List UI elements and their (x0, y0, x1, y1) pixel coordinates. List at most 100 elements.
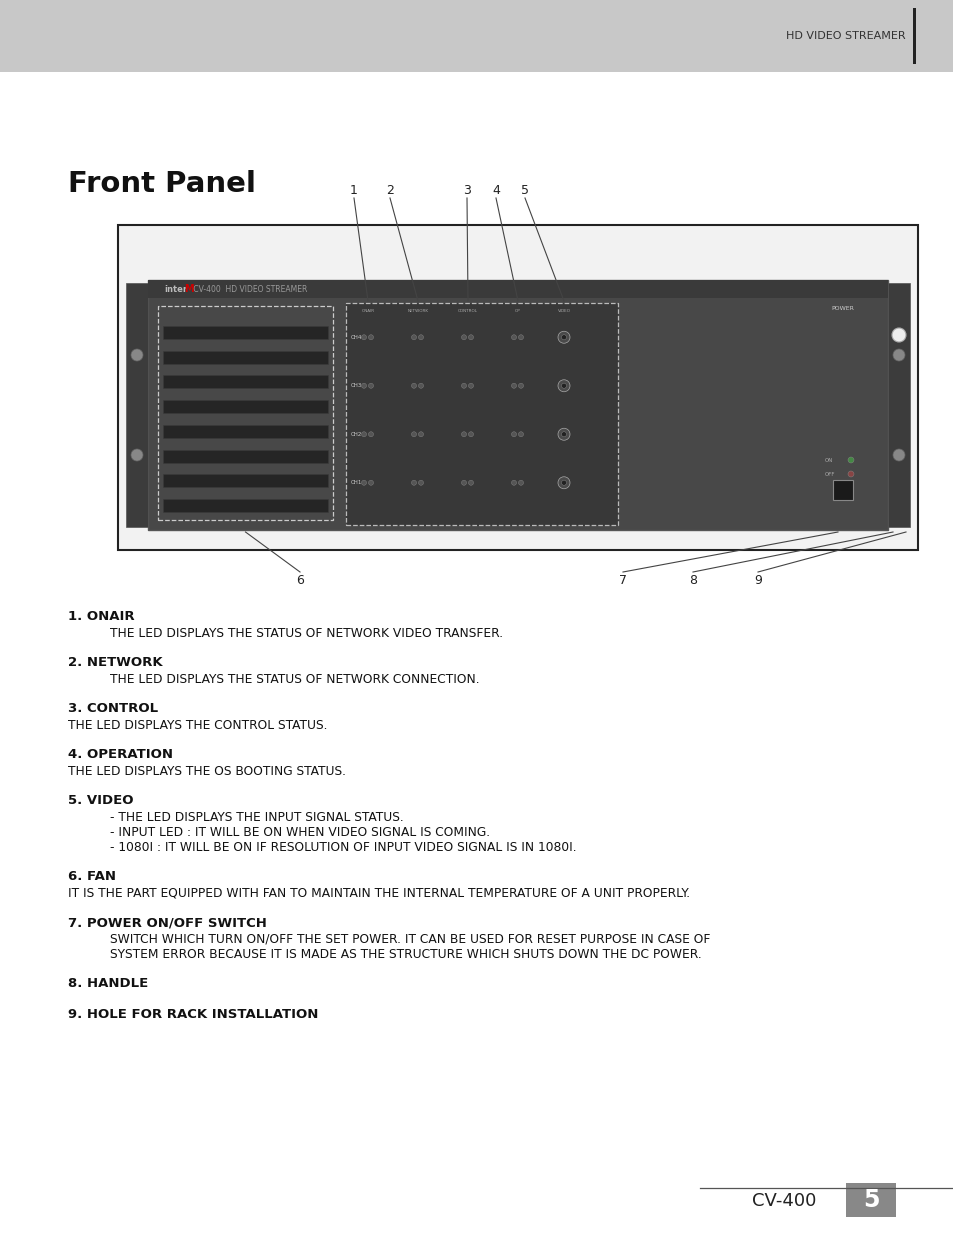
Bar (158, 306, 333, 520)
Text: THE LED DISPLAYS THE OS BOOTING STATUS.: THE LED DISPLAYS THE OS BOOTING STATUS. (68, 764, 346, 778)
Text: NETWORK: NETWORK (407, 309, 428, 312)
Text: Front Panel: Front Panel (68, 170, 255, 198)
Bar (163, 375, 328, 388)
Bar (887, 283, 909, 527)
Text: 6. FAN: 6. FAN (68, 869, 116, 883)
Text: CH1: CH1 (351, 480, 362, 485)
Circle shape (518, 383, 523, 388)
Circle shape (411, 432, 416, 437)
Circle shape (468, 480, 473, 485)
Bar (163, 474, 328, 488)
Circle shape (418, 480, 423, 485)
Bar (832, 480, 852, 500)
Bar (163, 450, 328, 462)
Circle shape (561, 432, 566, 437)
Text: 8: 8 (688, 573, 697, 587)
Text: 7: 7 (618, 573, 626, 587)
Text: 5: 5 (520, 184, 529, 196)
Circle shape (468, 432, 473, 437)
Circle shape (561, 383, 566, 388)
Text: 4. OPERATION: 4. OPERATION (68, 748, 172, 761)
Circle shape (411, 480, 416, 485)
Text: 1. ONAIR: 1. ONAIR (68, 610, 134, 622)
Text: 2. NETWORK: 2. NETWORK (68, 656, 162, 669)
Circle shape (411, 335, 416, 340)
Circle shape (847, 457, 853, 463)
Circle shape (468, 335, 473, 340)
Circle shape (461, 335, 466, 340)
Text: CH3: CH3 (351, 383, 362, 388)
Bar (126, 283, 148, 527)
Text: - INPUT LED : IT WILL BE ON WHEN VIDEO SIGNAL IS COMING.: - INPUT LED : IT WILL BE ON WHEN VIDEO S… (110, 826, 490, 839)
Text: - THE LED DISPLAYS THE INPUT SIGNAL STATUS.: - THE LED DISPLAYS THE INPUT SIGNAL STAT… (110, 811, 403, 824)
Circle shape (511, 335, 516, 340)
Circle shape (558, 379, 569, 391)
Circle shape (361, 432, 366, 437)
Text: ONAIR: ONAIR (361, 309, 375, 312)
Circle shape (131, 450, 143, 461)
Bar (163, 499, 328, 513)
Circle shape (368, 432, 374, 437)
Text: THE LED DISPLAYS THE STATUS OF NETWORK VIDEO TRANSFER.: THE LED DISPLAYS THE STATUS OF NETWORK V… (110, 627, 502, 640)
Circle shape (561, 335, 566, 340)
Text: CONTROL: CONTROL (457, 309, 477, 312)
Circle shape (511, 432, 516, 437)
Text: SYSTEM ERROR BECAUSE IT IS MADE AS THE STRUCTURE WHICH SHUTS DOWN THE DC POWER.: SYSTEM ERROR BECAUSE IT IS MADE AS THE S… (110, 948, 701, 961)
Circle shape (418, 335, 423, 340)
Bar (118, 225, 917, 550)
Text: - 1080I : IT WILL BE ON IF RESOLUTION OF INPUT VIDEO SIGNAL IS IN 1080I.: - 1080I : IT WILL BE ON IF RESOLUTION OF… (110, 841, 576, 853)
Circle shape (847, 471, 853, 477)
Circle shape (891, 329, 905, 342)
Circle shape (361, 480, 366, 485)
Bar (163, 400, 328, 412)
Bar (163, 351, 328, 363)
Circle shape (461, 432, 466, 437)
Circle shape (558, 477, 569, 489)
Bar (148, 280, 887, 530)
Text: 9: 9 (753, 573, 761, 587)
Circle shape (361, 383, 366, 388)
Text: THE LED DISPLAYS THE STATUS OF NETWORK CONNECTION.: THE LED DISPLAYS THE STATUS OF NETWORK C… (110, 673, 479, 685)
Text: CV-400  HD VIDEO STREAMER: CV-400 HD VIDEO STREAMER (191, 284, 307, 294)
Bar (0, 0, 953, 72)
Circle shape (461, 480, 466, 485)
Circle shape (418, 432, 423, 437)
Circle shape (411, 383, 416, 388)
Circle shape (361, 335, 366, 340)
Circle shape (368, 480, 374, 485)
Circle shape (511, 383, 516, 388)
Circle shape (518, 432, 523, 437)
Text: IT IS THE PART EQUIPPED WITH FAN TO MAINTAIN THE INTERNAL TEMPERATURE OF A UNIT : IT IS THE PART EQUIPPED WITH FAN TO MAIN… (68, 887, 689, 900)
Text: OFF: OFF (824, 472, 835, 477)
Text: 9. HOLE FOR RACK INSTALLATION: 9. HOLE FOR RACK INSTALLATION (68, 1008, 318, 1021)
Circle shape (511, 480, 516, 485)
Circle shape (131, 350, 143, 361)
Text: VIDEO: VIDEO (557, 309, 570, 312)
Text: POWER: POWER (831, 305, 854, 310)
Circle shape (518, 335, 523, 340)
Text: 1: 1 (350, 184, 357, 196)
Text: CV-400: CV-400 (751, 1192, 816, 1210)
Text: 2: 2 (386, 184, 394, 196)
Text: OP: OP (515, 309, 520, 312)
Circle shape (561, 480, 566, 485)
Text: THE LED DISPLAYS THE CONTROL STATUS.: THE LED DISPLAYS THE CONTROL STATUS. (68, 719, 327, 732)
Circle shape (468, 383, 473, 388)
Text: 8. HANDLE: 8. HANDLE (68, 977, 148, 990)
Text: M: M (184, 284, 193, 294)
Circle shape (461, 383, 466, 388)
Text: 3. CONTROL: 3. CONTROL (68, 701, 158, 715)
Circle shape (518, 480, 523, 485)
Bar (163, 326, 328, 338)
Bar (163, 425, 328, 437)
Bar (845, 1183, 895, 1216)
Text: ON: ON (824, 457, 833, 462)
Circle shape (368, 383, 374, 388)
Circle shape (558, 331, 569, 343)
Text: 6: 6 (295, 573, 304, 587)
Text: 5. VIDEO: 5. VIDEO (68, 794, 133, 806)
Text: inter: inter (164, 284, 187, 294)
Text: HD VIDEO STREAMER: HD VIDEO STREAMER (785, 31, 905, 41)
Text: 3: 3 (462, 184, 471, 196)
Circle shape (892, 350, 904, 361)
